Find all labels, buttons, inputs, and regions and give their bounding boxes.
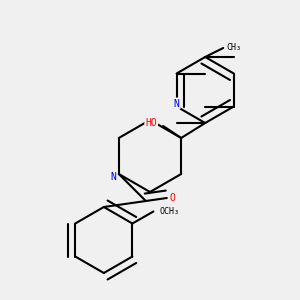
- Text: N: N: [174, 98, 179, 109]
- Text: CH₃: CH₃: [226, 44, 241, 52]
- Text: HO: HO: [145, 118, 157, 128]
- Text: OCH₃: OCH₃: [160, 207, 180, 216]
- Text: O: O: [170, 193, 176, 203]
- Text: N: N: [110, 172, 116, 182]
